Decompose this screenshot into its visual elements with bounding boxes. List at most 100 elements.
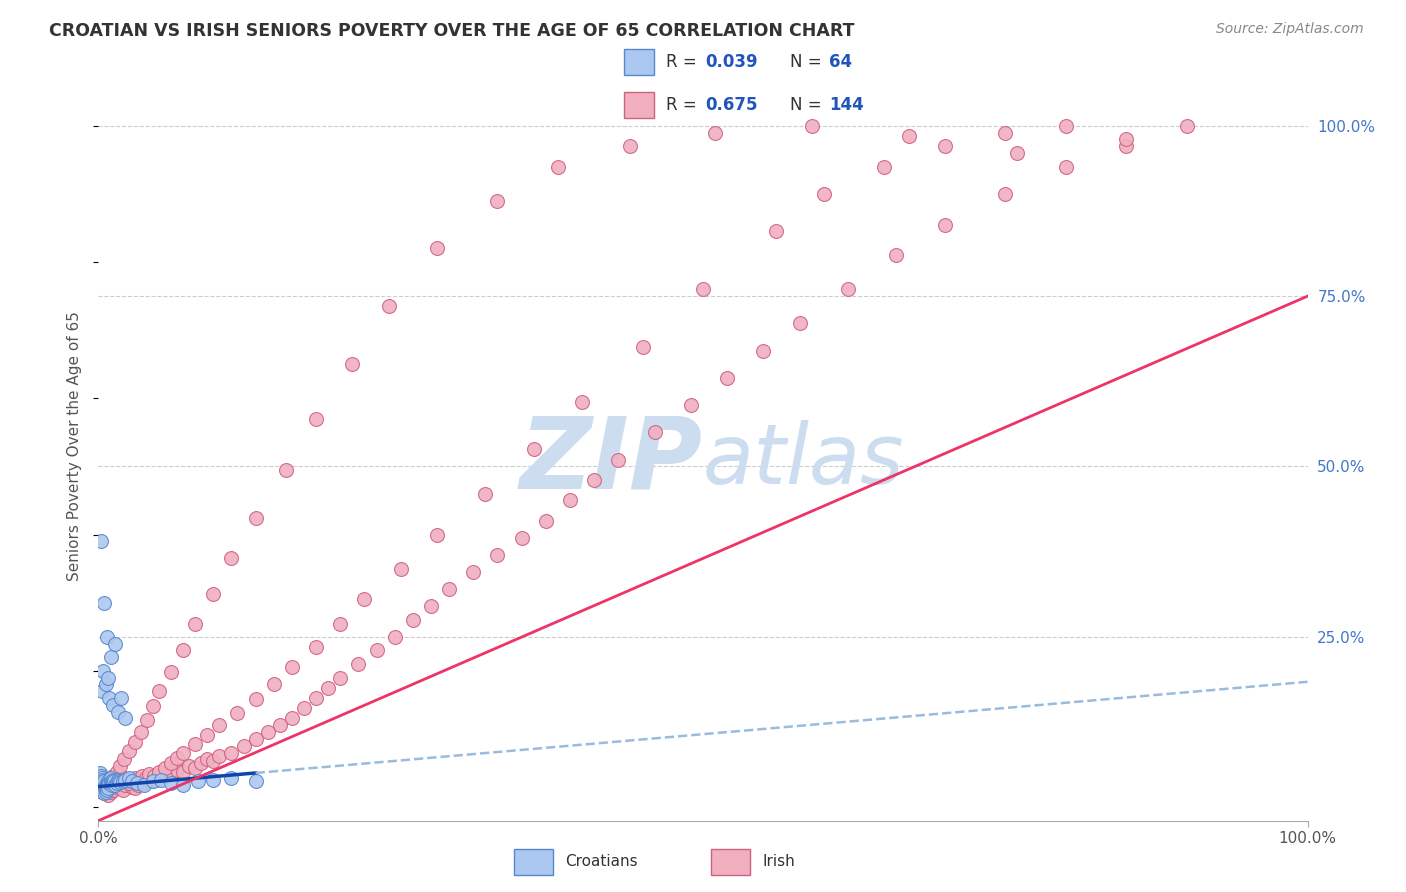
Point: [96, 783, 118, 797]
Point: [105, 775, 128, 789]
Text: R =: R =: [666, 96, 702, 114]
Point: [619, 139, 641, 153]
Point: [114, 711, 136, 725]
FancyBboxPatch shape: [624, 49, 654, 75]
FancyBboxPatch shape: [515, 849, 554, 875]
Point: [111, 783, 134, 797]
Point: [100, 778, 122, 792]
Point: [994, 126, 1017, 140]
Point: [129, 725, 152, 739]
Point: [607, 452, 630, 467]
Point: [172, 764, 194, 779]
Point: [97, 774, 120, 789]
Point: [107, 705, 129, 719]
Point: [91, 783, 114, 797]
Point: [112, 752, 135, 766]
Point: [108, 780, 131, 795]
Point: [135, 771, 157, 785]
Point: [101, 783, 124, 797]
Point: [148, 684, 170, 698]
Point: [800, 119, 823, 133]
Point: [96, 776, 118, 790]
Point: [105, 764, 128, 779]
Point: [281, 711, 304, 725]
Point: [96, 780, 118, 794]
Point: [534, 514, 557, 528]
Point: [98, 772, 121, 787]
Point: [166, 751, 188, 765]
Point: [245, 692, 267, 706]
Point: [402, 613, 425, 627]
Point: [100, 774, 122, 789]
Point: [426, 242, 449, 256]
Point: [789, 317, 811, 331]
Point: [114, 772, 136, 787]
Point: [172, 746, 194, 760]
Point: [160, 665, 183, 680]
Point: [583, 473, 606, 487]
Point: [148, 764, 170, 779]
Point: [305, 691, 328, 706]
Point: [93, 774, 115, 789]
Point: [93, 780, 115, 795]
Y-axis label: Seniors Poverty Over the Age of 65: Seniors Poverty Over the Age of 65: [67, 311, 83, 581]
Point: [342, 357, 364, 371]
Point: [426, 527, 449, 541]
Point: [316, 681, 339, 695]
Point: [89, 766, 111, 780]
Point: [124, 772, 146, 786]
Text: 0.039: 0.039: [706, 53, 758, 70]
Point: [179, 759, 201, 773]
Point: [547, 160, 569, 174]
Point: [96, 630, 118, 644]
Point: [232, 739, 254, 753]
Point: [377, 299, 399, 313]
Point: [384, 630, 406, 644]
Point: [98, 774, 121, 789]
Text: 0.675: 0.675: [706, 96, 758, 114]
Point: [692, 282, 714, 296]
Point: [221, 551, 243, 566]
Point: [118, 776, 141, 790]
Point: [486, 194, 509, 208]
Point: [148, 769, 170, 783]
Point: [389, 561, 412, 575]
Point: [93, 781, 115, 796]
Point: [269, 718, 291, 732]
Point: [101, 769, 124, 783]
Point: [134, 776, 156, 790]
Point: [105, 780, 128, 794]
Point: [94, 677, 117, 691]
Point: [1175, 119, 1198, 133]
Point: [329, 671, 352, 685]
Point: [108, 772, 131, 787]
Point: [221, 746, 243, 760]
Point: [256, 725, 278, 739]
Point: [1007, 146, 1029, 161]
Point: [704, 126, 727, 140]
Point: [127, 772, 149, 787]
Point: [897, 129, 920, 144]
Point: [150, 772, 173, 787]
Point: [91, 783, 114, 797]
Text: 64: 64: [830, 53, 852, 70]
Point: [97, 788, 120, 802]
Point: [105, 776, 128, 790]
Point: [245, 510, 267, 524]
Point: [139, 774, 162, 789]
Point: [121, 774, 143, 789]
Point: [474, 486, 496, 500]
Text: ZIP: ZIP: [520, 412, 703, 509]
Point: [91, 664, 114, 678]
Point: [160, 767, 183, 781]
Point: [97, 671, 120, 685]
Point: [1054, 160, 1077, 174]
Point: [202, 587, 225, 601]
Text: CROATIAN VS IRISH SENIORS POVERTY OVER THE AGE OF 65 CORRELATION CHART: CROATIAN VS IRISH SENIORS POVERTY OVER T…: [49, 22, 855, 40]
Point: [100, 774, 122, 789]
Point: [716, 371, 738, 385]
Point: [108, 775, 131, 789]
Point: [134, 778, 156, 792]
Point: [110, 774, 132, 789]
Point: [166, 763, 188, 777]
